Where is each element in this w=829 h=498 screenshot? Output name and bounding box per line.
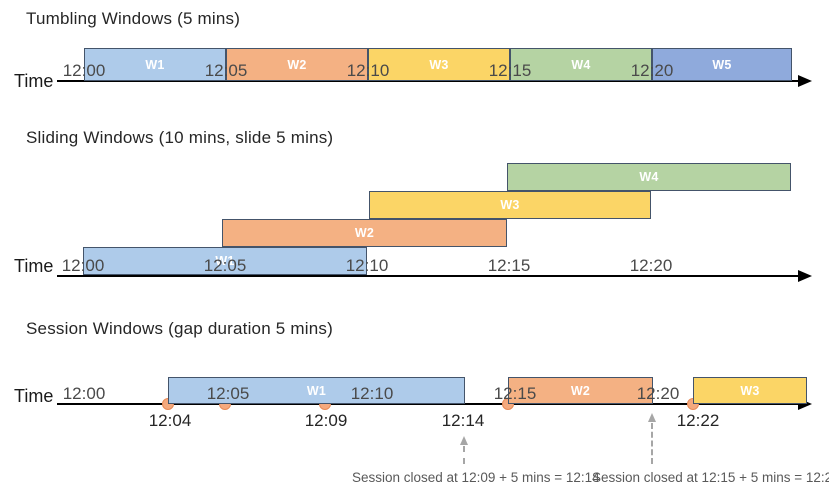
event-time-label-1222: 12:22 [676,411,720,430]
window-label: W2 [570,383,591,398]
sliding-axis-arrowhead-icon [798,270,812,282]
session-tick-1200: 12:00 [62,384,106,403]
window-label: W3 [429,57,449,72]
tumbling-tick-1210: 12:10 [346,61,390,80]
sliding-tick-1200: 12:00 [61,256,105,275]
callout-arrow-left [463,446,465,464]
tumbling-axis-arrowhead-icon [798,75,812,87]
sliding-window-w3: W3 [369,191,651,219]
window-label: W2 [287,57,307,72]
window-label: W4 [571,57,591,72]
tumbling-tick-1205: 12:05 [204,61,248,80]
session-tick-1205: 12:05 [206,384,250,403]
sliding-window-w1: W1 [83,247,367,275]
tumbling-window-w5: W5 [652,48,792,81]
session-close-annotation-right: Session closed at 12:15 + 5 mins = 12:20 [592,470,829,485]
tumbling-window-w1: W1 [84,48,226,81]
session-window-w2: W2 [508,377,653,404]
window-label: W1 [306,383,327,398]
window-label: W3 [740,383,760,398]
sliding-tick-1215: 12:15 [487,256,531,275]
sliding-time-axis [57,275,799,277]
sliding-window-w2: W2 [222,219,507,247]
window-label: W1 [215,254,235,268]
session-window-w3: W3 [693,377,807,404]
tumbling-window-w3: W3 [368,48,510,81]
tumbling-tick-1200: 12:00 [62,61,106,80]
window-label: W4 [639,170,659,184]
session-time-axis-label: Time [14,386,54,406]
window-label: W3 [500,198,520,212]
callout-arrowhead-right-icon [648,413,656,422]
tumbling-time-axis-label: Time [14,71,54,91]
event-time-label-1209: 12:09 [304,411,348,430]
tumbling-window-w2: W2 [226,48,368,81]
window-label: W1 [145,57,165,72]
event-time-label-1204: 12:04 [148,411,192,430]
tumbling-section-title: Tumbling Windows (5 mins) [26,9,241,28]
session-tick-1220: 12:20 [636,384,680,403]
tumbling-tick-1220: 12:20 [630,61,674,80]
session-section-title: Session Windows (gap duration 5 mins) [26,319,333,338]
sliding-time-axis-label: Time [14,256,54,276]
session-tick-1215: 12:15 [493,384,537,403]
session-close-annotation-left: Session closed at 12:09 + 5 mins = 12:14 [352,470,600,485]
sliding-tick-1220: 12:20 [629,256,673,275]
tumbling-time-axis [57,80,799,82]
sliding-section-title: Sliding Windows (10 mins, slide 5 mins) [26,128,334,147]
session-time-axis [57,403,799,405]
sliding-tick-1210: 12:10 [345,256,389,275]
session-window-w1: W1 [168,377,465,404]
session-tick-1210: 12:10 [350,384,394,403]
sliding-tick-1205: 12:05 [203,256,247,275]
callout-arrowhead-left-icon [460,436,468,445]
sliding-window-w4: W4 [507,163,791,191]
tumbling-window-w4: W4 [510,48,652,81]
tumbling-tick-1215: 12:15 [488,61,532,80]
session-close-label-1214: 12:14 [441,411,485,430]
callout-arrow-right [651,423,653,464]
window-label: W5 [712,57,732,72]
window-label: W2 [354,226,375,240]
